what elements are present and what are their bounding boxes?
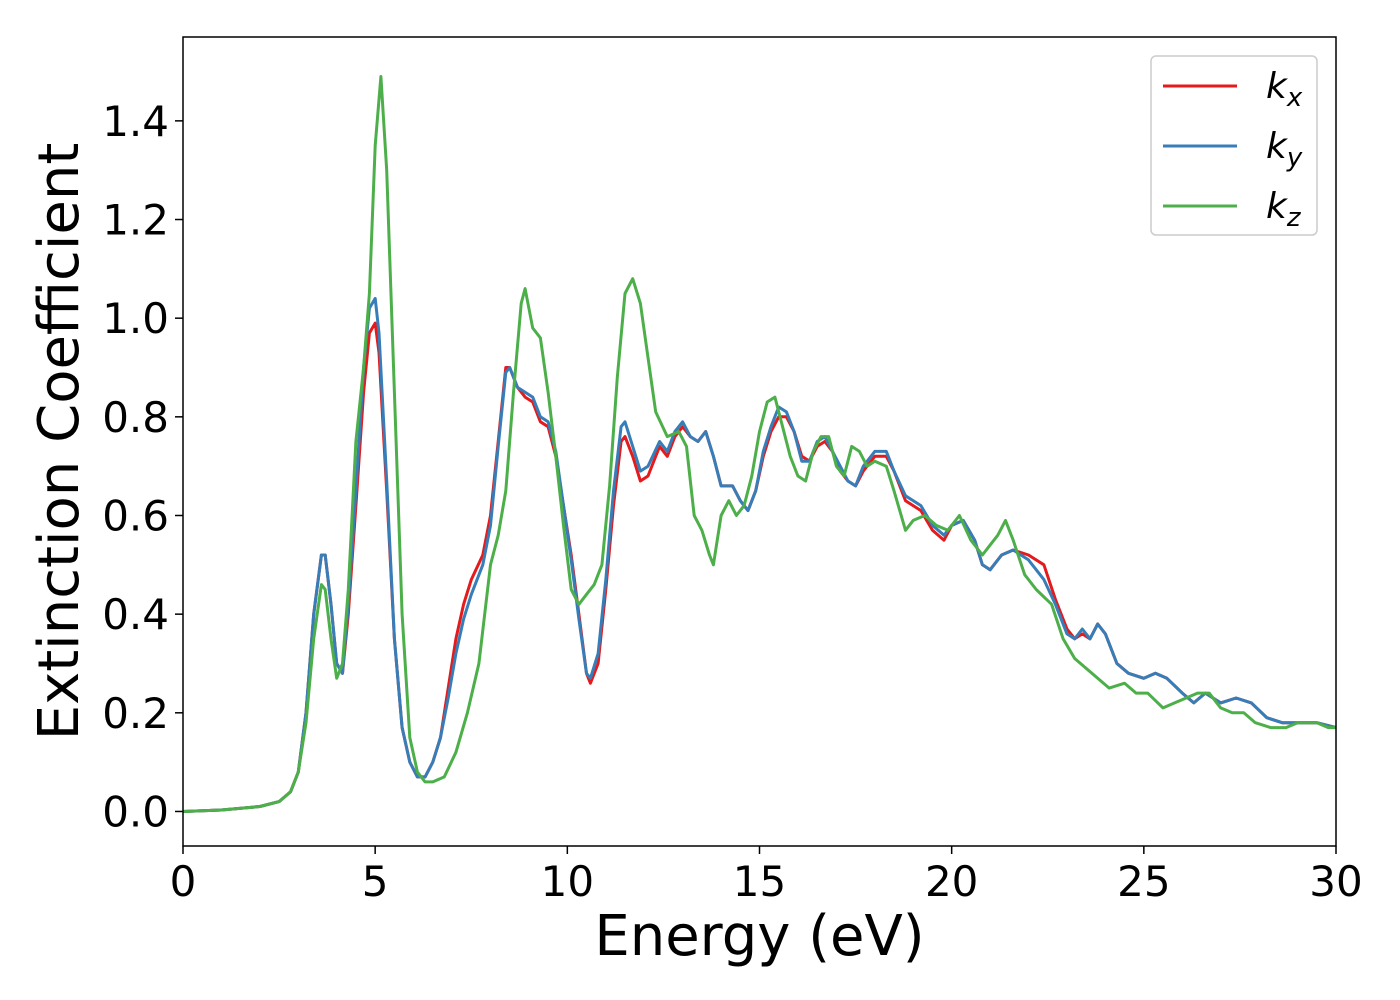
legend-label: kz [1266, 186, 1302, 233]
series-line-kz [183, 75, 1336, 813]
x-tick-label: 0 [170, 857, 197, 906]
series-layer [183, 75, 1336, 813]
x-tick-label: 30 [1309, 857, 1362, 906]
legend-label: kx [1266, 66, 1303, 113]
x-tick-label: 25 [1117, 857, 1170, 906]
y-tick-label: 1.2 [102, 196, 169, 245]
y-tick-label: 0.4 [102, 590, 169, 639]
y-axis-title: Extinction Coefficient [27, 143, 92, 741]
y-tick-label: 0.0 [102, 787, 169, 836]
x-axis-title: Energy (eV) [594, 904, 924, 969]
series-line-ky [183, 296, 1336, 813]
y-tick-label: 0.6 [102, 491, 169, 540]
legend-label: ky [1266, 126, 1303, 173]
y-tick-label: 1.0 [102, 294, 169, 343]
x-tick-label: 10 [541, 857, 594, 906]
x-tick-label: 20 [925, 857, 978, 906]
series-line-kx [183, 321, 1336, 813]
y-axis: 0.0 0.2 0.4 0.6 0.8 1.0 1.2 1.4 [102, 97, 183, 836]
x-axis: 0 5 10 15 20 25 30 [170, 846, 1363, 906]
y-tick-label: 0.2 [102, 689, 169, 738]
x-tick-label: 15 [733, 857, 786, 906]
legend: kx ky kz [1150, 55, 1318, 236]
y-tick-label: 0.8 [102, 393, 169, 442]
y-tick-label: 1.4 [102, 97, 169, 146]
x-tick-label: 5 [362, 857, 389, 906]
